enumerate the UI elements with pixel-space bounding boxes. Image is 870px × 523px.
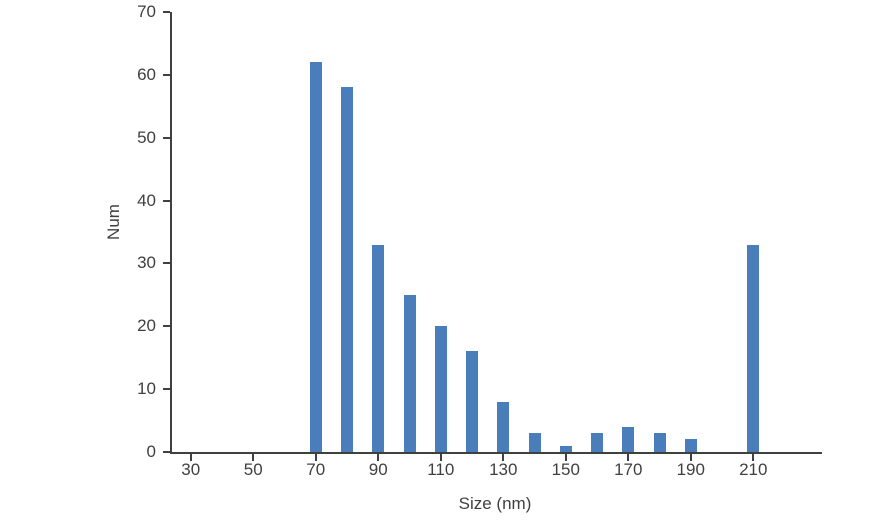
y-tick-label: 40 <box>137 190 156 210</box>
y-tick-mark <box>163 199 170 202</box>
x-tick-label: 190 <box>676 460 705 479</box>
bar <box>653 433 666 452</box>
bar <box>466 351 478 452</box>
x-tick-label: 90 <box>368 460 388 479</box>
y-tick-label: 70 <box>137 2 156 21</box>
y-tick-mark <box>163 262 170 265</box>
y-tick-label: 60 <box>137 64 156 84</box>
bar <box>622 426 635 452</box>
bar <box>591 433 603 452</box>
x-tick-label: 70 <box>306 460 326 479</box>
y-tick-mark <box>163 325 170 328</box>
x-tick-mark <box>627 454 630 461</box>
x-tick-label: 130 <box>489 460 518 479</box>
bar <box>528 433 541 452</box>
bar <box>434 326 447 452</box>
x-tick-mark <box>564 454 567 461</box>
x-tick-mark <box>189 454 192 461</box>
y-tick-mark <box>163 388 170 391</box>
y-tick-mark <box>163 451 170 453</box>
bar <box>747 244 760 452</box>
bar <box>403 294 416 452</box>
x-tick-label: 170 <box>614 460 643 479</box>
y-tick-label: 50 <box>137 127 156 147</box>
bar <box>497 401 510 452</box>
x-tick-mark <box>314 454 317 461</box>
y-tick-mark <box>163 73 170 76</box>
y-tick-label: 0 <box>146 442 156 461</box>
bar <box>559 445 572 452</box>
y-tick-mark <box>163 136 170 139</box>
y-tick-label: 20 <box>137 316 156 336</box>
bar <box>372 244 385 452</box>
x-tick-label: 110 <box>427 460 455 479</box>
x-tick-mark <box>689 454 692 461</box>
y-tick-label: 30 <box>137 253 156 273</box>
bar <box>309 62 322 452</box>
x-tick-label: 30 <box>181 460 201 479</box>
x-axis-label: Size (nm) <box>458 494 532 513</box>
plot-area: 0 10 20 30 40 50 60 70 30 50 70 90 110 130 150 170 190 21… <box>137 2 822 479</box>
x-tick-mark <box>752 454 755 461</box>
x-tick-mark <box>377 454 380 461</box>
bar <box>341 87 353 452</box>
x-tick-label: 50 <box>243 460 263 479</box>
x-tick-mark <box>439 454 442 461</box>
x-tick-mark <box>502 454 505 461</box>
x-tick-label: 210 <box>739 460 768 479</box>
y-tick-mark <box>163 11 170 13</box>
x-tick-label: 150 <box>551 460 580 479</box>
y-tick-label: 10 <box>137 379 156 399</box>
bar <box>684 439 697 452</box>
x-tick-mark <box>252 454 255 461</box>
